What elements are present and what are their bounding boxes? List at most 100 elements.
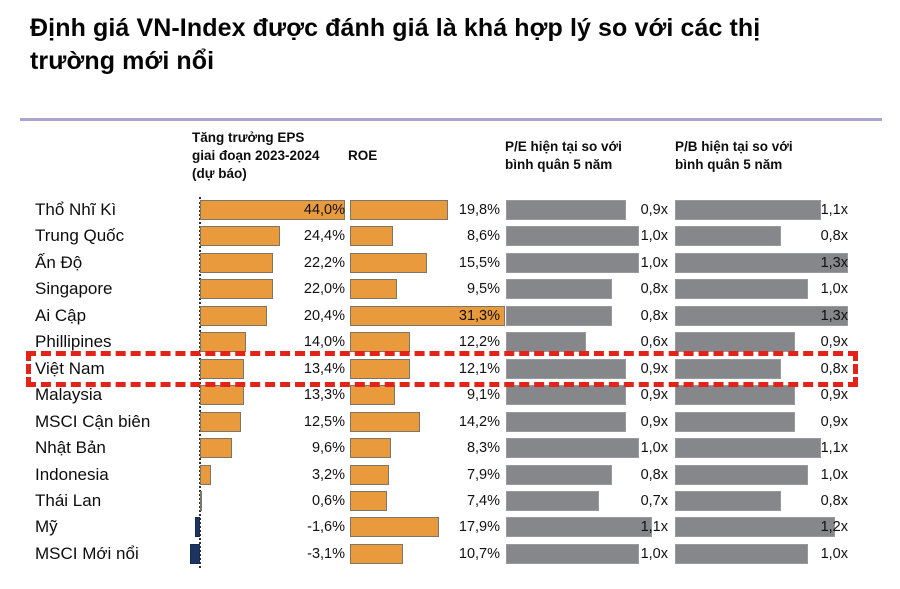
eps-bar [200, 200, 345, 220]
pe-value: 0,6x [640, 334, 668, 351]
pb-value: 0,9x [820, 387, 848, 404]
eps-value: 13,3% [303, 387, 345, 404]
eps-value: 24,4% [303, 228, 345, 245]
chart-row: Việt Nam 13,4% 12,1% 0,9x 0,8x [0, 356, 900, 382]
chart-row: Indonesia 3,2% 7,9% 0,8x 1,0x [0, 462, 900, 488]
eps-value: 44,0% [303, 202, 345, 218]
pe-bar [506, 279, 613, 300]
pe-bar [506, 517, 653, 538]
title-divider [20, 118, 882, 121]
row-label: Phillipines [35, 332, 112, 352]
row-label: MSCI Mới nổi [35, 543, 139, 563]
pb-value: 1,3x [820, 254, 848, 271]
roe-bar [350, 358, 410, 379]
column-header-roe: ROE [348, 148, 378, 163]
pe-bar [506, 543, 639, 564]
row-label: Indonesia [35, 464, 109, 484]
eps-value: 12,5% [303, 413, 345, 430]
row-label: Nhật Bản [35, 438, 106, 458]
eps-bar [200, 411, 242, 432]
roe-bar [350, 464, 390, 485]
pb-value: 1,0x [820, 466, 848, 483]
chart-row: Thổ Nhĩ Kì 44,0% 19,8% 0,9x 1,1x [0, 197, 900, 223]
eps-bar [200, 252, 274, 273]
eps-value: 13,4% [303, 360, 345, 377]
roe-bar [350, 200, 449, 220]
pe-bar [506, 200, 626, 220]
pe-value: 0,9x [640, 360, 668, 377]
eps-bar [200, 279, 273, 300]
chart-row: Phillipines 14,0% 12,2% 0,6x 0,9x [0, 329, 900, 355]
eps-bar [200, 464, 211, 485]
row-label: Singapore [35, 279, 113, 299]
row-label: Ấn Độ [35, 252, 83, 272]
eps-value: 3,2% [311, 466, 345, 483]
eps-value: 0,6% [311, 492, 345, 509]
pe-value: 1,0x [640, 440, 668, 457]
roe-value: 12,2% [458, 334, 500, 351]
column-header-eps-growth: Tăng trưởng EPS giai đoạn 2023-2024 (dự … [192, 130, 320, 182]
pb-value: 1,1x [820, 440, 848, 457]
eps-bar [200, 438, 232, 459]
pb-value: 1,3x [820, 307, 848, 324]
page-title: Định giá VN-Index được đánh giá là khá h… [30, 14, 761, 75]
pe-bar [506, 358, 626, 379]
pe-value: 0,8x [640, 307, 668, 324]
pb-bar [675, 438, 822, 459]
eps-bar [200, 305, 268, 326]
roe-value: 12,1% [458, 360, 500, 377]
pe-bar [506, 411, 626, 432]
column-header-pe: P/E hiện tại so với bình quân 5 năm [505, 139, 622, 173]
roe-bar [350, 305, 505, 326]
pe-bar [506, 226, 639, 247]
roe-value: 8,3% [466, 440, 500, 457]
pb-bar [675, 490, 782, 511]
pe-value: 0,9x [640, 387, 668, 404]
chart-row: MSCI Cận biên 12,5% 14,2% 0,9x 0,9x [0, 409, 900, 435]
eps-bar [200, 358, 245, 379]
chart-row: Nhật Bản 9,6% 8,3% 1,0x 1,1x [0, 435, 900, 461]
row-label: Thái Lan [35, 490, 102, 510]
roe-value: 31,3% [458, 307, 500, 324]
chart-row: Thái Lan 0,6% 7,4% 0,7x 0,8x [0, 488, 900, 514]
pb-bar [675, 411, 795, 432]
row-label: Việt Nam [35, 358, 105, 378]
roe-value: 10,7% [458, 545, 500, 562]
pb-bar [675, 200, 822, 220]
chart-row: Ai Cập 20,4% 31,3% 0,8x 1,3x [0, 303, 900, 329]
pe-value: 0,9x [640, 202, 668, 218]
eps-value: 9,6% [311, 440, 345, 457]
eps-bar [200, 226, 281, 247]
roe-value: 15,5% [458, 254, 500, 271]
pe-bar [506, 252, 639, 273]
pb-bar [675, 517, 835, 538]
pe-value: 0,9x [640, 413, 668, 430]
pb-value: 0,8x [820, 360, 848, 377]
pb-value: 1,1x [820, 202, 848, 218]
chart-row: Singapore 22,0% 9,5% 0,8x 1,0x [0, 276, 900, 302]
roe-bar [350, 543, 403, 564]
pb-bar [675, 252, 848, 273]
pe-bar [506, 305, 613, 326]
roe-value: 19,8% [458, 202, 500, 218]
eps-value: 22,2% [303, 254, 345, 271]
roe-value: 7,9% [466, 466, 500, 483]
chart-row: Trung Quốc 24,4% 8,6% 1,0x 0,8x [0, 223, 900, 249]
pb-value: 0,8x [820, 228, 848, 245]
row-label: MSCI Cận biên [35, 411, 151, 431]
chart-row: Ấn Độ 22,2% 15,5% 1,0x 1,3x [0, 250, 900, 276]
pb-value: 1,0x [820, 545, 848, 562]
pb-value: 0,9x [820, 334, 848, 351]
pe-value: 0,7x [640, 492, 668, 509]
pb-value: 0,8x [820, 492, 848, 509]
pb-bar [675, 226, 782, 247]
pe-value: 0,8x [640, 281, 668, 298]
eps-bar [200, 490, 202, 511]
pe-bar [506, 490, 600, 511]
roe-bar [350, 438, 392, 459]
eps-value: 14,0% [303, 334, 345, 351]
roe-value: 9,1% [466, 387, 500, 404]
column-header-pb: P/B hiện tại so với bình quân 5 năm [675, 139, 793, 173]
roe-bar [350, 490, 387, 511]
